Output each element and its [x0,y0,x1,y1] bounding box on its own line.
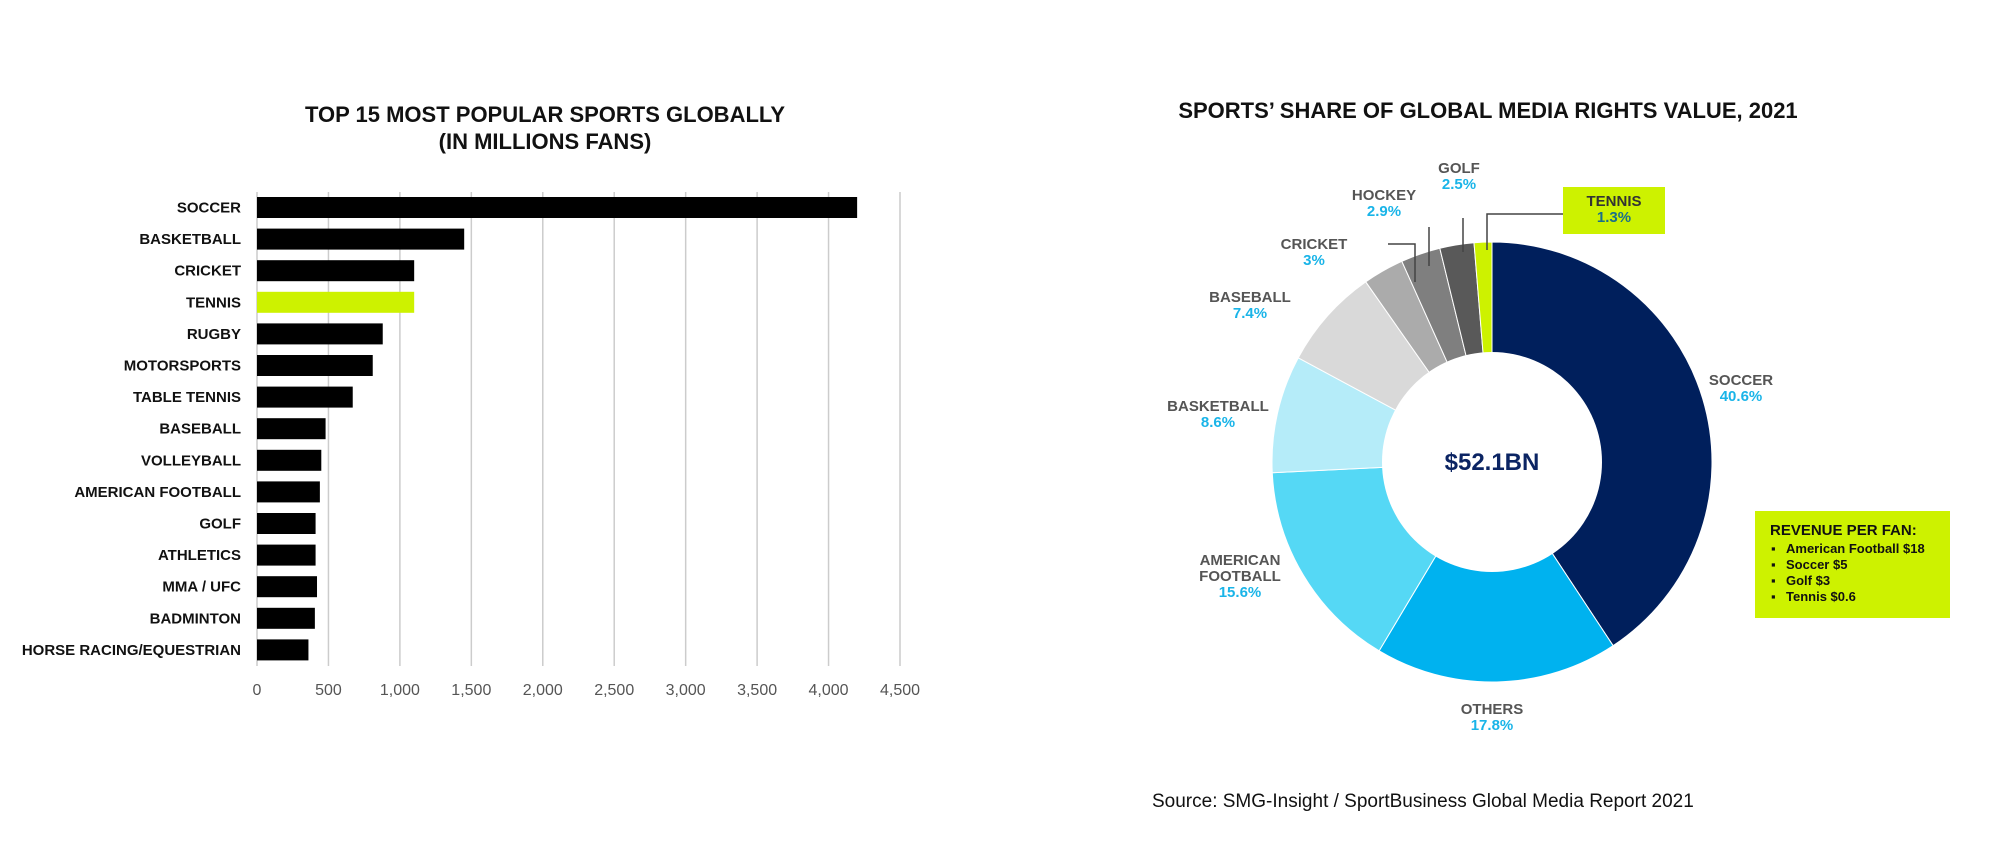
x-tick-label: 0 [253,682,262,699]
label-golf-value: 2.5% [1442,176,1476,193]
leader-lines [1388,213,1563,282]
label-basketball-value: 8.6% [1201,414,1235,431]
x-tick-label: 2,500 [594,682,634,699]
bar-mma-ufc [257,576,318,598]
x-tick-label: 1,000 [380,682,420,699]
category-label: CRICKET [174,263,241,280]
label-tennis-name: TENNIS [1586,193,1641,210]
donut-chart-title: SPORTS’ SHARE OF GLOBAL MEDIA RIGHTS VAL… [1178,98,1797,123]
revenue-item-soccer: Soccer $5 [1786,557,1847,572]
label-tennis-value: 1.3% [1597,209,1631,226]
bar-chart-bars [257,197,858,661]
slice-others [1378,461,1614,683]
bar-badminton [257,607,315,629]
category-label: BASEBALL [159,421,241,438]
label-american-football-value: 15.6% [1219,584,1262,601]
category-label: SOCCER [177,200,241,217]
bar-soccer [257,197,858,218]
label-cricket-name: CRICKET [1281,236,1348,253]
label-american-football-name-line-1: AMERICAN [1200,552,1281,569]
x-tick-label: 4,000 [809,682,849,699]
media-rights-donut-chart: SPORTS’ SHARE OF GLOBAL MEDIA RIGHTS VAL… [1167,98,1950,734]
label-baseball-name: BASEBALL [1209,289,1291,306]
x-tick-label: 1,500 [451,682,491,699]
bar-volleyball [257,449,322,471]
x-tick-label: 500 [315,682,342,699]
bar-chart-category-labels: SOCCER BASKETBALL CRICKET TENNIS RUGBY MOTORS… [22,200,241,659]
label-cricket-value: 3% [1303,252,1325,269]
sports-popularity-bar-chart: TOP 15 MOST POPULAR SPORTS GLOBALLY (IN … [22,102,920,699]
bar-horse-racing-equestrian [257,639,309,661]
label-soccer-name: SOCCER [1709,372,1773,389]
donut-hole [1382,352,1602,572]
x-tick-label: 2,000 [523,682,563,699]
bar-motorsports [257,355,373,376]
category-label: RUGBY [187,326,241,343]
bar-rugby [257,323,383,345]
label-soccer-value: 40.6% [1720,388,1763,405]
donut-center-total: $52.1BN [1445,449,1540,476]
x-tick-label: 3,500 [737,682,777,699]
revenue-bullet: ▪ [1771,573,1776,588]
revenue-item-tennis: Tennis $0.6 [1786,589,1856,604]
revenue-bullet: ▪ [1771,589,1776,604]
revenue-box-title: REVENUE PER FAN: [1770,522,1917,539]
bar-chart-title-line-1: TOP 15 MOST POPULAR SPORTS GLOBALLY [305,102,785,127]
category-label: VOLLEYBALL [141,452,241,469]
category-label: BADMINTON [150,610,241,627]
bar-basketball [257,228,465,250]
label-others-name: OTHERS [1461,701,1524,718]
bar-table-tennis [257,386,353,408]
x-tick-label: 4,500 [880,682,920,699]
revenue-per-fan-box: REVENUE PER FAN: ▪ American Football $18… [1755,511,1950,618]
cricket-leader-line [1388,243,1416,282]
x-tick-label: 3,000 [666,682,706,699]
bar-cricket [257,260,415,282]
bar-chart-title-line-2: (IN MILLIONS FANS) [439,129,652,154]
label-others-value: 17.8% [1471,717,1514,734]
label-american-football-name-line-2: FOOTBALL [1199,568,1281,585]
label-hockey-value: 2.9% [1367,203,1401,220]
category-label: ATHLETICS [158,547,241,564]
bar-tennis [257,291,415,313]
label-golf-name: GOLF [1438,160,1480,177]
category-label: TENNIS [186,294,241,311]
category-label: MMA / UFC [162,579,241,596]
tennis-callout-box [1563,187,1665,234]
revenue-item-american-football: American Football $18 [1786,541,1925,556]
label-basketball-name: BASKETBALL [1167,398,1269,415]
bar-american-football [257,481,320,503]
bar-chart-x-axis: 0 500 1,000 1,500 2,000 2,500 3,000 3,500 4,000 4… [253,682,921,699]
label-hockey-name: HOCKEY [1352,187,1416,204]
revenue-bullet: ▪ [1771,541,1776,556]
label-baseball-value: 7.4% [1233,305,1267,322]
category-label: AMERICAN FOOTBALL [74,484,241,501]
revenue-box-background [1755,511,1950,618]
category-label: MOTORSPORTS [124,358,241,375]
source-note: Source: SMG-Insight / SportBusiness Glob… [1152,791,1694,812]
category-label: HORSE RACING/EQUESTRIAN [22,642,241,659]
revenue-bullet: ▪ [1771,557,1776,572]
category-label: TABLE TENNIS [133,389,241,406]
bar-athletics [257,544,316,566]
revenue-item-golf: Golf $3 [1786,573,1830,588]
category-label: BASKETBALL [139,231,241,248]
tennis-leader-line [1486,213,1563,250]
bar-golf [257,513,316,534]
bar-baseball [257,418,326,440]
category-label: GOLF [199,516,241,533]
